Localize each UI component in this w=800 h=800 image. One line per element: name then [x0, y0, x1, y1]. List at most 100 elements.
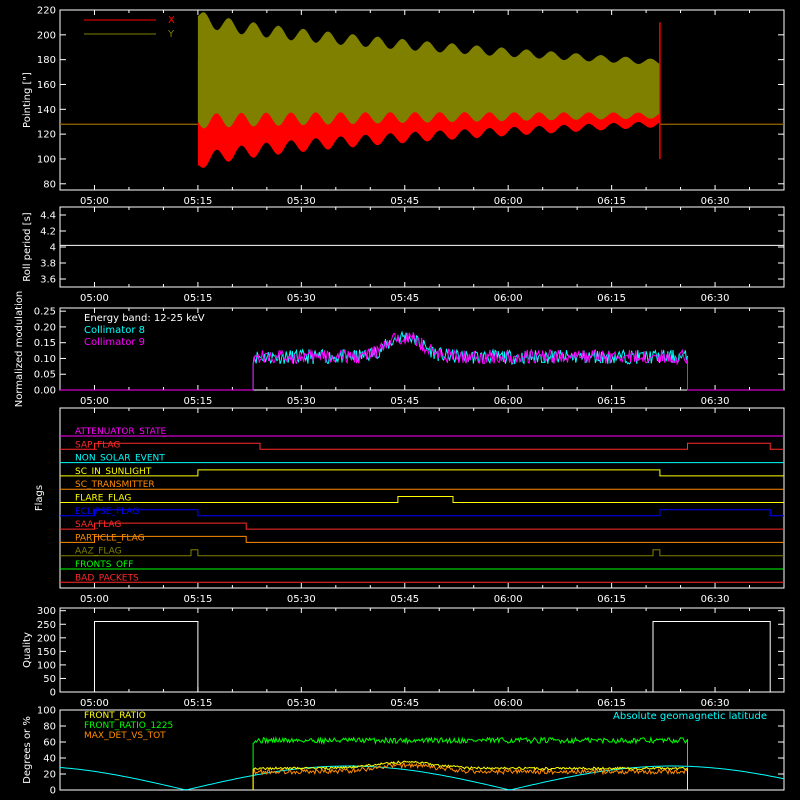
x-tick-label: 05:45 [390, 594, 419, 605]
modulation-y-tick-label: 0.25 [34, 307, 56, 318]
x-tick-label: 05:00 [80, 396, 109, 407]
x-tick-label: 06:00 [494, 698, 523, 709]
pointing-y-tick-label: 100 [37, 154, 56, 165]
legend-front-ratio: FRONT_RATIO [84, 711, 146, 721]
pointing-y-tick-label: 120 [37, 130, 56, 141]
flag-label-bad-packets: BAD_PACKETS [75, 573, 139, 583]
legend-max-det-vs-tot: MAX_DET_VS_TOT [84, 731, 166, 741]
ratios-panel: Degrees or % 0 20 40 60 80 100 FRONT_RATIO FR… [22, 706, 785, 797]
flag-label-saa-flag: SAA_FLAG [75, 520, 121, 530]
flag-line-particle-flag [60, 535, 784, 543]
pointing-y-tick-label: 180 [37, 55, 56, 66]
pointing-y-tick-label: 140 [37, 105, 56, 116]
quality-y-tick-label: 200 [37, 633, 56, 644]
quality-y-tick-label: 50 [43, 674, 56, 685]
x-tick-label: 06:30 [701, 594, 730, 605]
x-tick-label: 05:45 [390, 396, 419, 407]
front-ratio-line [252, 760, 688, 790]
quality-y-tick-label: 0 [50, 688, 56, 699]
pointing-y-tick-label: 200 [37, 30, 56, 41]
x-tick-label: 05:15 [183, 396, 212, 407]
x-tick-label: 06:15 [597, 293, 626, 304]
quality-yticks: 0 50 100 150 200 250 300 [37, 606, 784, 699]
pointing-xticks: 05:00 05:15 05:30 05:45 06:00 06:15 06:30 [59, 10, 785, 207]
x-tick-label: 05:30 [287, 396, 316, 407]
ratios-frame [59, 709, 785, 791]
flag-label-attenuator-state: ATTENUATOR_STATE [75, 427, 167, 437]
legend-front-ratio-1225: FRONT_RATIO_1225 [84, 721, 173, 731]
roll-y-tick-label: 3.6 [40, 275, 56, 286]
flag-line-sap-flag [60, 442, 784, 450]
x-tick-label: 05:45 [390, 293, 419, 304]
x-tick-label: 05:15 [183, 698, 212, 709]
x-tick-label: 05:30 [287, 698, 316, 709]
ratios-y-tick-label: 0 [50, 786, 56, 797]
front-ratio-1225-line [252, 735, 688, 790]
flags-marks: ATTENUATOR_STATE SAP_FLAG NON_SOLAR_EVENT S… [60, 427, 784, 583]
roll-y-tick-label: 4.4 [40, 211, 56, 222]
roll-period-ylabel: Roll period [s] [22, 212, 33, 281]
x-tick-label: 05:00 [80, 196, 109, 207]
pointing-y-tick-label: 80 [43, 179, 56, 190]
roll-y-tick-label: 3.8 [40, 259, 56, 270]
flag-label-aaz-flag: AAZ_FLAG [75, 547, 122, 557]
legend-x-label: X [168, 15, 175, 26]
x-tick-label: 06:00 [494, 396, 523, 407]
ratios-y-tick-label: 20 [43, 770, 56, 781]
x-tick-label: 06:15 [597, 196, 626, 207]
quality-y-tick-label: 150 [37, 647, 56, 658]
modulation-y-tick-label: 0.10 [34, 354, 56, 365]
roll-period-panel: Roll period [s] 3.6 3.8 4 4.2 4.4 05:00 05:15… [22, 206, 785, 304]
x-tick-label: 06:30 [701, 293, 730, 304]
modulation-xticks: 05:00 05:15 05:30 05:45 06:00 06:15 06:30 [59, 308, 785, 407]
x-tick-label: 05:15 [183, 293, 212, 304]
ratios-y-tick-label: 60 [43, 738, 56, 749]
ratios-y-tick-label: 100 [37, 706, 56, 717]
x-tick-label: 05:45 [390, 196, 419, 207]
quality-y-tick-label: 300 [37, 606, 56, 617]
ratios-y-tick-label: 80 [43, 722, 56, 733]
x-tick-label: 05:00 [80, 594, 109, 605]
quality-ylabel: Quality [22, 632, 33, 668]
flags-xticks: 05:00 05:15 05:30 05:45 06:00 06:15 06:30 [59, 408, 785, 605]
ratios-marks [59, 735, 785, 791]
ratios-yticks: 0 20 40 60 80 100 [37, 706, 784, 797]
flag-label-particle-flag: PARTICLE_FLAG [75, 533, 145, 543]
modulation-panel: Normalized modulation 0.00 0.05 0.10 0.15 0.… [14, 291, 785, 407]
x-tick-label: 06:15 [597, 396, 626, 407]
pointing-legend: X Y [84, 15, 175, 40]
ratios-ylabel: Degrees or % [22, 716, 33, 784]
flag-line-eclipse-flag [60, 509, 784, 517]
roll-period-yticks: 3.6 3.8 4 4.2 4.4 [40, 211, 784, 286]
flag-label-sc-in-sunlight: SC_IN_SUNLIGHT [75, 467, 152, 477]
flag-label-fronts-off: FRONTS_OFF [75, 560, 133, 570]
flags-frame [59, 407, 785, 589]
legend-collimator-8: Collimator 8 [84, 325, 145, 336]
x-tick-label: 06:30 [701, 196, 730, 207]
collimator-9-line [60, 332, 784, 391]
x-tick-label: 05:45 [390, 698, 419, 709]
pointing-ylabel: Pointing ["] [22, 72, 33, 128]
flag-label-eclipse-flag: ECLIPSE_FLAG [75, 507, 139, 517]
x-tick-label: 06:30 [701, 396, 730, 407]
flag-label-sap-flag: SAP_FLAG [75, 440, 120, 450]
x-tick-label: 05:30 [287, 293, 316, 304]
y-series-area [197, 12, 660, 129]
x-tick-label: 05:00 [80, 293, 109, 304]
roll-y-tick-label: 4.2 [40, 227, 56, 238]
pointing-y-tick-label: 220 [37, 6, 56, 17]
x-tick-label: 06:30 [701, 698, 730, 709]
x-tick-label: 06:00 [494, 293, 523, 304]
flag-label-non-solar-event: NON_SOLAR_EVENT [75, 454, 165, 464]
quality-line [60, 621, 771, 693]
roll-period-xticks: 05:00 05:15 05:30 05:45 06:00 06:15 06:30 [59, 207, 785, 304]
flag-label-sc-transmitter: SC_TRANSMITTER [75, 480, 155, 490]
legend-geomagnetic-latitude: Absolute geomagnetic latitude [613, 711, 767, 722]
x-tick-label: 05:15 [183, 594, 212, 605]
flag-label-flare-flag: FLARE_FLAG [75, 494, 131, 504]
x-tick-label: 06:00 [494, 196, 523, 207]
pointing-marks [60, 12, 784, 168]
pointing-yticks: 80 100 120 140 160 180 200 220 [37, 6, 784, 190]
